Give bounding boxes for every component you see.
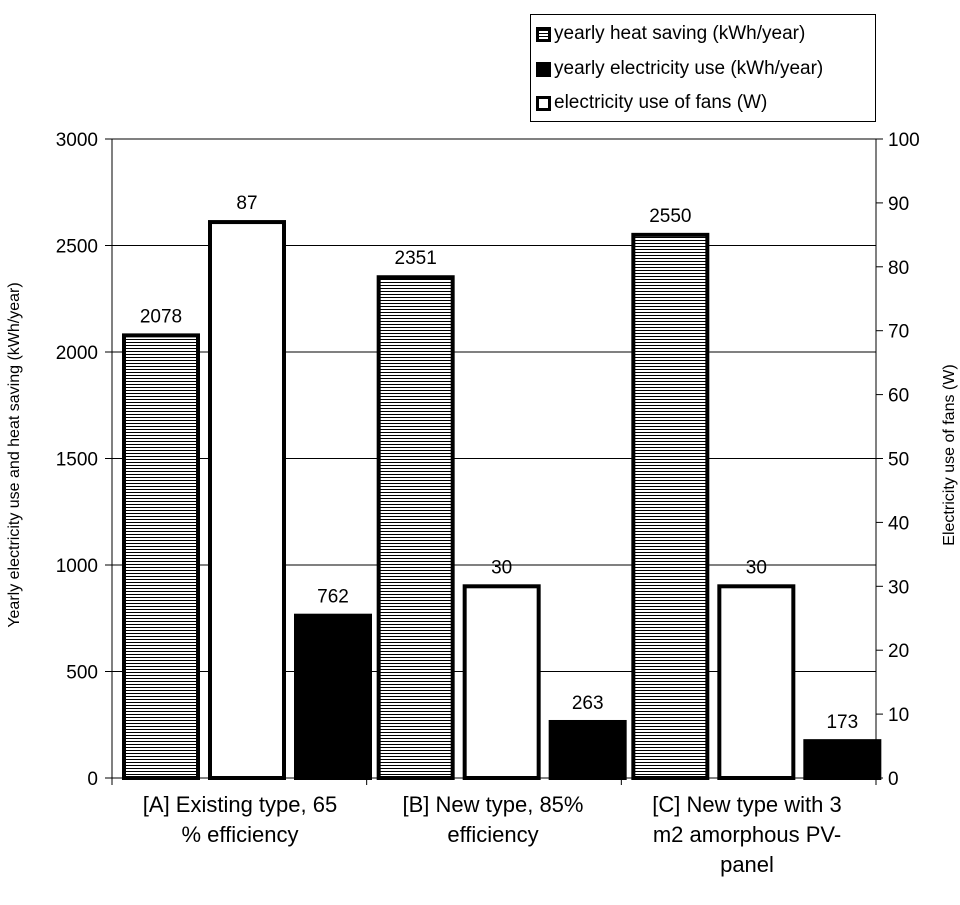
- bar: [462, 584, 541, 780]
- legend-item-fan-power: electricity use of fans (W): [536, 88, 767, 118]
- category-label-b: [B] New type, 85% efficiency: [402, 792, 584, 847]
- data-label: 2550: [649, 206, 691, 227]
- data-labels: 2078 87 762 2351 30 263 2550 30 173: [140, 193, 858, 733]
- y2-tick-label: 80: [888, 258, 909, 279]
- data-label: 30: [746, 557, 767, 578]
- legend-swatch-solid: [536, 61, 551, 77]
- legend-label: yearly heat saving (kWh/year): [554, 23, 806, 44]
- y-tick-label: 1500: [56, 450, 98, 471]
- bar: [803, 739, 882, 780]
- y2-tick-label: 20: [888, 641, 909, 662]
- y2-tick-label: 30: [888, 577, 909, 598]
- bar: [294, 613, 372, 780]
- data-label: 30: [491, 557, 512, 578]
- y2-tick-label: 90: [888, 194, 909, 215]
- legend: yearly heat saving (kWh/year) yearly ele…: [530, 14, 876, 122]
- legend-label: yearly electricity use (kWh/year): [554, 58, 824, 79]
- data-label: 87: [236, 193, 257, 214]
- data-label: 263: [572, 693, 604, 714]
- legend-item-heat-saving: yearly heat saving (kWh/year): [536, 19, 805, 49]
- data-label: 762: [317, 587, 349, 608]
- y-axis-title: Yearly electricity use and heat saving (…: [6, 282, 23, 628]
- bar: [208, 220, 286, 780]
- y-tick-label: 3000: [56, 130, 98, 151]
- y2-tick-label: 50: [888, 450, 909, 471]
- y2-tick-label: 100: [888, 130, 920, 151]
- legend-swatch-empty: [536, 95, 551, 111]
- bar: [376, 275, 455, 780]
- data-label: 173: [826, 712, 858, 733]
- data-label: 2351: [395, 248, 437, 269]
- y-tick-label: 500: [66, 663, 98, 684]
- category-label-a: [A] Existing type, 65 % efficiency: [142, 792, 338, 847]
- bars: [122, 220, 882, 781]
- category-label-c: [C] New type with 3 m2 amorphous PV- pan…: [652, 792, 842, 877]
- bar: [548, 719, 627, 781]
- y2-tick-label: 40: [888, 513, 909, 534]
- y-tick-label: 1000: [56, 556, 98, 577]
- legend-swatch-hatch: [536, 26, 551, 42]
- legend-item-electricity-use: yearly electricity use (kWh/year): [536, 54, 823, 84]
- bar: [631, 232, 710, 781]
- y-tick-label: 2000: [56, 343, 98, 364]
- axes: 0 500 1000 1500 2000 2500 3000 0 10 20 30 40 50 60 70 8…: [56, 130, 920, 790]
- data-label: 2078: [140, 306, 182, 327]
- y2-tick-label: 60: [888, 386, 909, 407]
- y-tick-label: 0: [87, 769, 98, 790]
- y2-tick-label: 0: [888, 769, 899, 790]
- bar: [122, 333, 200, 780]
- y2-tick-label: 10: [888, 705, 909, 726]
- y2-tick-label: 70: [888, 322, 909, 343]
- y-tick-label: 2500: [56, 237, 98, 258]
- y2-axis-title: Electricity use of fans (W): [941, 364, 958, 546]
- legend-label: electricity use of fans (W): [554, 92, 768, 113]
- bar: [717, 584, 796, 780]
